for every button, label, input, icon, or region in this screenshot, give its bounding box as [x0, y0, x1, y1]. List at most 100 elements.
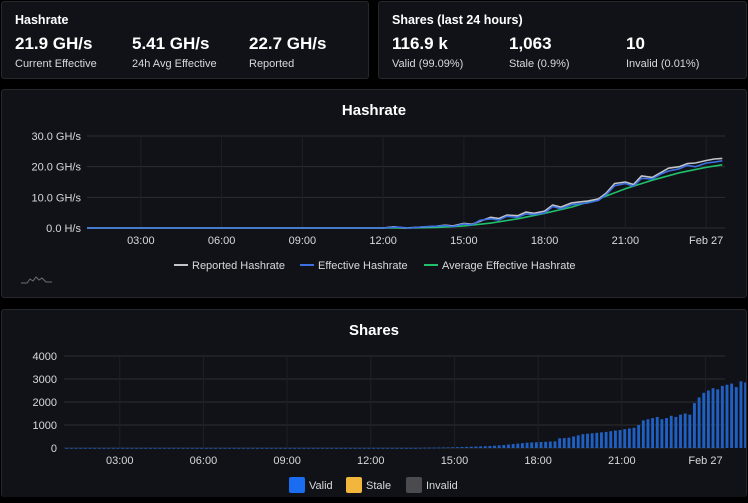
shares-bar: [469, 446, 473, 448]
shares-bar: [488, 445, 492, 448]
shares-bar: [507, 444, 510, 448]
shares-bar: [237, 447, 241, 449]
shares-bar: [534, 442, 538, 448]
shares-bar: [144, 447, 148, 449]
shares-bar: [386, 447, 390, 449]
shares-bar: [493, 445, 496, 448]
shares-bar: [674, 416, 678, 448]
reported-stat: 22.7 GH/s Reported: [249, 34, 327, 70]
shares-bar: [604, 431, 608, 448]
series-line-average: [87, 164, 723, 229]
shares-bar: [311, 447, 315, 449]
shares-bar: [414, 447, 417, 449]
shares-bar: [539, 442, 543, 448]
shares-bar: [483, 446, 487, 448]
shares-x-tick-label: Feb 27: [688, 455, 722, 467]
shares-bar: [246, 447, 250, 449]
shares-bar: [102, 447, 106, 449]
shares-bar: [655, 416, 659, 448]
shares-bar: [404, 447, 408, 449]
shares-bar: [693, 403, 696, 448]
hashrate-panel-title: Hashrate: [15, 13, 69, 27]
shares-bar: [228, 447, 231, 449]
shares-bar: [641, 420, 645, 448]
shares-bar: [725, 384, 729, 448]
legend-label: Valid: [309, 480, 333, 492]
shares-bar: [502, 445, 506, 448]
shares-bar: [669, 415, 673, 448]
hashrate-x-tick-label: 06:00: [208, 235, 236, 247]
shares-bar: [618, 430, 622, 448]
shares-bar: [702, 392, 706, 448]
hashrate-x-tick-label: 15:00: [450, 235, 478, 247]
shares-bar: [479, 446, 483, 448]
shares-bar: [651, 418, 655, 448]
shares-bar: [706, 390, 710, 448]
shares-bar: [474, 446, 478, 448]
shares-bar: [637, 425, 641, 448]
legend-item-stale[interactable]: Stale: [346, 477, 391, 493]
shares-bar: [135, 447, 138, 449]
legend-item-reported[interactable]: Reported Hashrate: [174, 260, 285, 272]
shares-bar: [660, 419, 664, 448]
legend-swatch: [346, 477, 362, 493]
shares-bar: [376, 447, 380, 449]
legend-label: Effective Hashrate: [318, 260, 408, 272]
legend-swatch: [406, 477, 422, 493]
legend-label: Reported Hashrate: [192, 260, 285, 272]
shares-bar: [307, 447, 310, 449]
shares-bar: [381, 447, 385, 449]
shares-bar: [613, 430, 617, 448]
shares-bar: [730, 383, 734, 448]
shares-bar: [107, 447, 111, 449]
shares-bar: [679, 414, 682, 448]
shares-bar: [348, 447, 352, 449]
stale-shares-value: 1,063: [509, 34, 552, 53]
grafana-logo-icon: [21, 276, 52, 284]
shares-bar: [79, 447, 83, 449]
legend-item-invalid[interactable]: Invalid: [406, 477, 458, 493]
valid-shares-label: Valid (99.09%): [392, 58, 464, 70]
shares-bar: [511, 444, 515, 448]
shares-bar: [665, 418, 668, 448]
shares-bar: [88, 447, 92, 449]
shares-bar: [455, 447, 459, 448]
shares-x-tick-label: 15:00: [441, 455, 469, 467]
hashrate-x-tick-label: 03:00: [127, 235, 155, 247]
shares-bar: [116, 447, 120, 449]
shares-bar: [214, 447, 218, 449]
shares-bar: [283, 447, 287, 449]
shares-bar: [744, 382, 748, 448]
invalid-shares-value: 10: [626, 34, 645, 53]
shares-bar: [93, 447, 97, 449]
stale-shares-stat: 1,063 Stale (0.9%): [509, 34, 570, 70]
shares-chart-panel: Shares 0 1000 2000 3000 4000 03:00 06:00 09:00…: [1, 309, 748, 497]
shares-bar: [595, 432, 599, 448]
shares-bar: [432, 447, 436, 449]
shares-bar: [400, 447, 403, 449]
hashrate-x-tick-label: 21:00: [612, 235, 640, 247]
shares-bar: [265, 447, 269, 449]
shares-bar: [372, 447, 376, 449]
legend-item-average[interactable]: Average Effective Hashrate: [424, 260, 576, 272]
legend-item-effective[interactable]: Effective Hashrate: [300, 260, 408, 272]
shares-bar: [316, 447, 320, 449]
shares-bar: [74, 447, 78, 449]
legend-label: Invalid: [426, 480, 458, 492]
shares-bar: [255, 447, 259, 449]
shares-bar: [209, 447, 213, 449]
shares-y-tick-label: 1000: [33, 420, 57, 432]
shares-bar: [344, 447, 348, 449]
shares-bar: [427, 447, 431, 449]
shares-x-tick-label: 21:00: [608, 455, 636, 467]
reported-value: 22.7 GH/s: [249, 34, 327, 53]
shares-bar: [576, 435, 580, 448]
shares-bar: [181, 447, 185, 449]
invalid-shares-stat: 10 Invalid (0.01%): [626, 34, 699, 70]
shares-x-tick-label: 12:00: [357, 455, 385, 467]
shares-bar: [586, 433, 589, 448]
legend-item-valid[interactable]: Valid: [289, 477, 333, 493]
shares-bar: [260, 447, 264, 449]
hashrate-chart: Hashrate 0.0 H/s 10.0 GH/s 20.0 GH/s 30.0 G…: [21, 102, 725, 284]
shares-x-tick-label: 03:00: [106, 455, 134, 467]
